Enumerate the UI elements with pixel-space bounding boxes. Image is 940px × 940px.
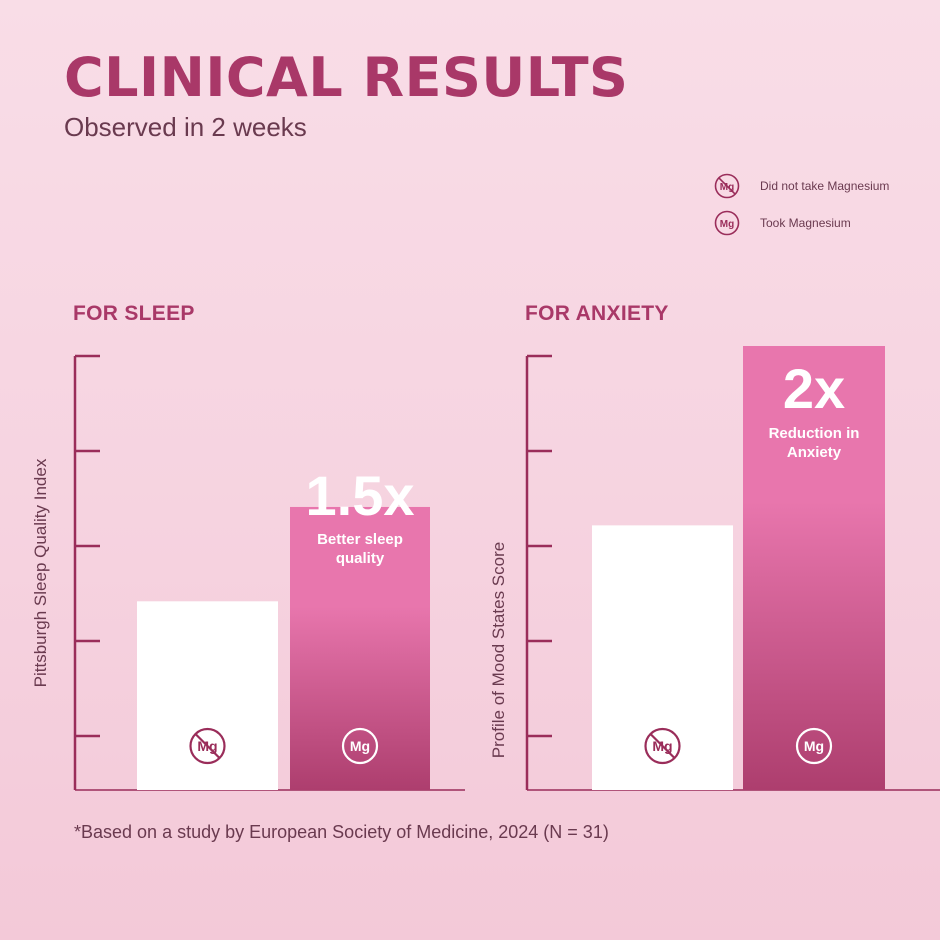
anxiety-annotation-value: 2x	[783, 357, 845, 420]
sleep-bar-no-magnesium	[137, 601, 278, 790]
sleep-chart-title: FOR SLEEP	[73, 302, 195, 325]
mg-crossed-icon: Mg	[189, 727, 226, 765]
mg-icon: Mg	[714, 210, 740, 236]
anxiety-annotation-caption: Reduction in	[769, 425, 860, 442]
legend-item-no-magnesium: Mg Did not take Magnesium	[714, 172, 889, 200]
page-title: CLINICAL RESULTS	[64, 46, 629, 109]
mg-crossed-icon: Mg	[714, 173, 740, 199]
legend: Mg Did not take Magnesium Mg Took Magnes…	[714, 172, 889, 246]
sleep-chart: Pittsburgh Sleep Quality Index Mg Mg 1.5x Be…	[31, 354, 465, 791]
svg-text:Mg: Mg	[804, 738, 824, 754]
anxiety-bar-magnesium	[743, 346, 885, 790]
anxiety-annotation-caption: Anxiety	[787, 444, 842, 461]
footnote: *Based on a study by European Society of…	[74, 822, 609, 842]
sleep-annotation-caption: Better sleep	[317, 531, 403, 548]
sleep-annotation-caption: quality	[336, 550, 385, 567]
mg-crossed-icon: Mg	[644, 727, 681, 765]
page-subtitle: Observed in 2 weeks	[64, 112, 307, 142]
legend-label-no-magnesium: Did not take Magnesium	[760, 179, 890, 193]
anxiety-chart-title: FOR ANXIETY	[525, 302, 669, 325]
svg-text:Mg: Mg	[720, 219, 734, 230]
svg-text:Mg: Mg	[350, 738, 370, 754]
svg-text:Mg: Mg	[720, 182, 734, 193]
sleep-annotation-value: 1.5x	[306, 464, 415, 527]
sleep-y-axis-label: Pittsburgh Sleep Quality Index	[31, 458, 50, 687]
legend-label-magnesium: Took Magnesium	[760, 216, 851, 230]
sleep-bar-magnesium	[290, 506, 430, 790]
anxiety-y-axis-label: Profile of Mood States Score	[489, 542, 508, 758]
mg-icon: Mg	[795, 727, 833, 765]
legend-item-magnesium: Mg Took Magnesium	[714, 209, 889, 237]
mg-icon: Mg	[341, 727, 379, 765]
anxiety-chart: Profile of Mood States Score Mg Mg 2x Reduct…	[489, 346, 940, 791]
